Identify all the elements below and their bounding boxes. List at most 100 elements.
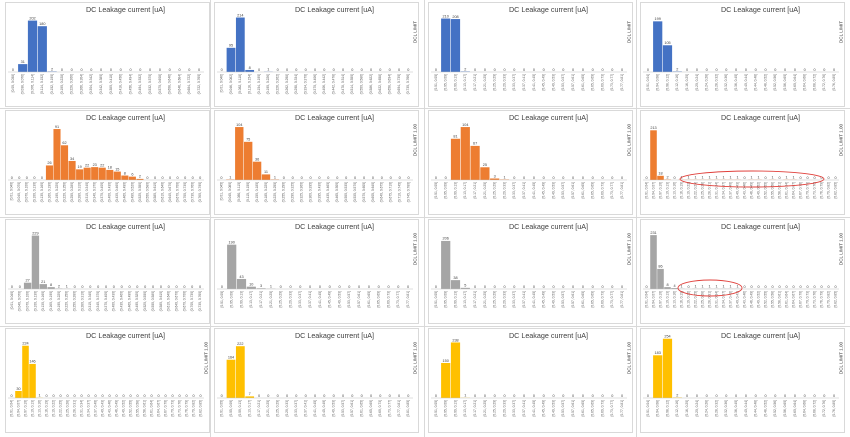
category-tick-label: (0.700, 0.730] <box>183 182 187 202</box>
chart-title: DC Leakage current [uA] <box>721 113 800 122</box>
bar-value-label: 0 <box>267 394 269 398</box>
category-tick-label: (0.60, 0.64] <box>793 400 797 417</box>
histogram-bar <box>235 127 244 180</box>
bar-value-label: 0 <box>277 394 279 398</box>
bar-value-label: 0 <box>778 176 780 180</box>
bar-value-label: 25 <box>483 163 487 167</box>
category-tick-label: (0.406, 0.442] <box>322 74 326 94</box>
chart-frame <box>214 328 419 433</box>
histogram-chart[interactable]: DC Leakage current [uA] 0 [0.01, 0.05] 190 (… <box>214 219 419 324</box>
histogram-chart[interactable]: DC Leakage current [uA] 0 [0.01, 0.05] 206 (… <box>428 219 633 324</box>
bar-value-label: 0 <box>81 285 83 289</box>
bar-value-label: 0 <box>755 68 757 72</box>
bar-value-label: 0 <box>199 285 201 289</box>
bar-value-label: 2 <box>58 284 60 288</box>
bar-value-label: 0 <box>601 176 603 180</box>
chart-frame <box>428 328 633 433</box>
cell-gridline <box>0 217 850 218</box>
histogram-chart[interactable]: DC Leakage current [uA] 0 [0.01, 0.05] 0 (0.… <box>428 110 633 215</box>
bar-value-label: 0 <box>398 394 400 398</box>
bar-value-label: 0 <box>309 176 311 180</box>
category-tick-label: (0.190, 0.226] <box>266 74 270 94</box>
category-tick-label: (0.535, 0.570] <box>353 182 357 202</box>
histogram-chart[interactable]: DC Leakage current [uA] 0 [0.01, 0.04] 199 (… <box>640 2 845 107</box>
histogram-bar <box>22 345 29 398</box>
bar-value-label: 0 <box>221 285 223 289</box>
bar-value-label: 0 <box>94 394 96 398</box>
bar-value-label: 2 <box>666 175 668 179</box>
histogram-chart[interactable]: DC Leakage current [uA] 0 [0.01, 0.040] 0 (0… <box>5 110 210 215</box>
bar-value-label: 0 <box>171 394 173 398</box>
bar-value-label: 1 <box>229 175 231 179</box>
bar-value-label: 91 <box>55 125 59 129</box>
category-tick-label: (0.29, 0.33] <box>288 291 292 308</box>
category-tick-label: [0.01, 0.04] <box>644 291 648 308</box>
category-tick-label: (0.670, 0.700] <box>182 291 186 311</box>
category-tick-label: (0.220, 0.255] <box>273 182 277 202</box>
histogram-chart[interactable]: DC Leakage current [uA] 0 [0.01, 0.04] 231 (… <box>640 219 845 324</box>
histogram-bar <box>460 127 470 180</box>
category-tick-label: (0.160, 0.190] <box>49 291 53 311</box>
histogram-bar <box>490 178 500 180</box>
category-tick-label: (0.68, 0.72] <box>812 74 816 91</box>
histogram-chart[interactable]: DC Leakage current [uA] 0 [0.01, 0.04] 183 (… <box>640 328 845 433</box>
category-tick-label: (0.41, 0.45] <box>532 182 536 199</box>
bar-value-label: 0 <box>11 285 13 289</box>
bar-value-label: 0 <box>73 394 75 398</box>
category-tick-label: (0.722, 0.760] <box>197 74 201 94</box>
bar-value-label: 0 <box>552 394 554 398</box>
bar-value-label: 164 <box>228 356 234 360</box>
category-tick-label: (0.532, 0.570] <box>148 74 152 94</box>
category-tick-label: (0.33, 0.37] <box>512 74 516 91</box>
histogram-chart[interactable]: DC Leakage current [uA] 0 [0.01, 0.05] 164 (… <box>214 328 419 433</box>
category-tick-label: (0.05, 0.09] <box>444 182 448 199</box>
category-tick-label: (0.154, 0.190] <box>257 74 261 94</box>
category-tick-label: [0.01, 0.04] <box>646 400 650 417</box>
bar-value-label: 0 <box>592 285 594 289</box>
histogram-bar <box>128 176 136 180</box>
histogram-bar <box>29 363 36 398</box>
histogram-chart[interactable]: DC Leakage current [uA] 0 [0.00, 0.038] 31 (… <box>5 2 210 107</box>
histogram-chart[interactable]: DC Leakage current [uA] 0 [0.01, 0.040] 0 (0… <box>5 219 210 324</box>
bar-value-label: 8 <box>666 283 668 287</box>
bar-value-label: 0 <box>645 285 647 289</box>
category-tick-label: (0.730, 0.760] <box>191 182 195 202</box>
bar-value-label: 0 <box>474 68 476 72</box>
bar-value-label: 1 <box>701 176 703 180</box>
category-tick-label: (0.24, 0.28] <box>705 400 709 417</box>
category-tick-label: (0.04, 0.08] <box>656 400 660 417</box>
histogram-chart[interactable]: DC Leakage current [uA] 0 [0.01, 0.04] 213 (… <box>640 110 845 215</box>
histogram-chart[interactable]: DC Leakage current [uA] 0 [0.01, 0.046] 95 (… <box>214 2 419 107</box>
bar-value-label: 31 <box>21 60 25 64</box>
bar-value-label: 0 <box>183 285 185 289</box>
chart-svg: DC Leakage current [uA] 0 [0.01, 0.04] 231 (… <box>640 219 845 324</box>
histogram-bar <box>235 17 245 72</box>
bar-value-label: 0 <box>199 176 201 180</box>
category-tick-label: (0.16, 0.19] <box>44 400 48 417</box>
chart-svg: DC Leakage current [uA] 0 [0.01, 0.05] 150 (… <box>428 328 633 433</box>
category-tick-label: (0.25, 0.29] <box>493 400 497 417</box>
bar-value-label: 0 <box>562 68 564 72</box>
category-tick-label: (0.370, 0.400] <box>100 182 104 202</box>
category-tick-label: (0.57, 0.61] <box>350 400 354 417</box>
category-tick-label: (0.070, 0.100] <box>25 182 29 202</box>
category-tick-label: (0.64, 0.67] <box>156 400 160 417</box>
histogram-chart[interactable]: DC Leakage current [uA] 0 [0.01, 0.05] 150 (… <box>428 328 633 433</box>
category-tick-label: (0.70, 0.73] <box>805 182 809 199</box>
bar-value-label: 0 <box>543 394 545 398</box>
bar-value-label: 0 <box>794 68 796 72</box>
chart-title: DC Leakage current [uA] <box>509 5 588 14</box>
category-tick-label: (0.55, 0.58] <box>770 182 774 199</box>
category-tick-label: (0.342, 0.380] <box>99 74 103 94</box>
histogram-chart[interactable]: DC Leakage current [uA] 0 [0.01, 0.04] 30 (0… <box>5 328 210 433</box>
category-tick-label: (0.340, 0.370] <box>96 291 100 311</box>
category-tick-label: (0.76, 0.79] <box>819 182 823 199</box>
category-tick-label: (0.45, 0.49] <box>322 400 326 417</box>
bar-value-label: 0 <box>169 176 171 180</box>
histogram-chart[interactable]: DC Leakage current [uA] 0 [0.01, 0.045] 1 (0… <box>214 110 419 215</box>
histogram-chart[interactable]: DC Leakage current [uA] 0 [0.01, 0.05] 210 (… <box>428 2 633 107</box>
category-tick-label: [0.01, 0.045] <box>219 182 223 200</box>
bar-value-label: 0 <box>387 285 389 289</box>
category-tick-label: (0.220, 0.250] <box>62 182 66 202</box>
bar-value-label: 2 <box>676 67 678 71</box>
